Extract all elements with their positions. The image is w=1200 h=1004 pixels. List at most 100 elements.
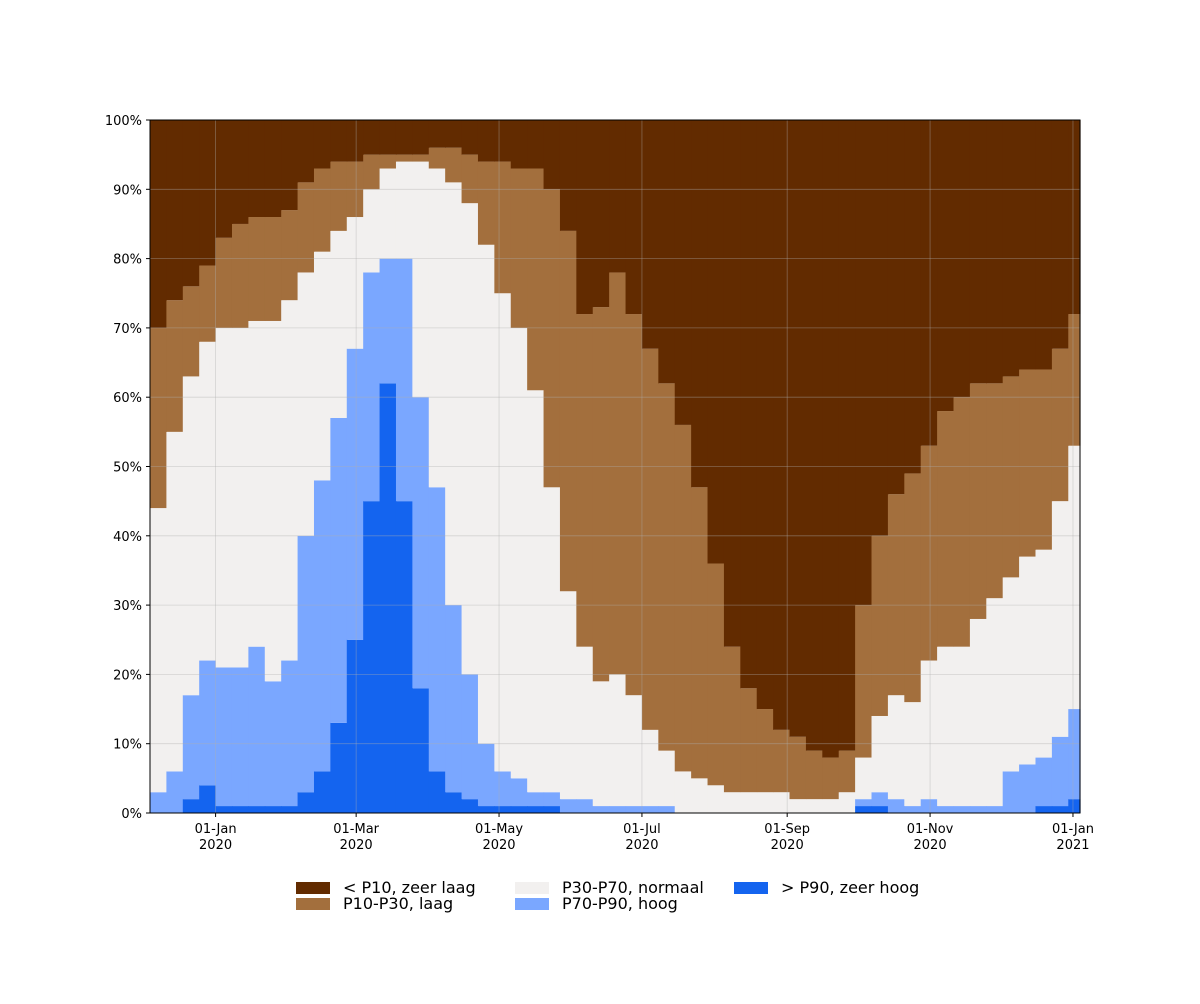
area-step [904,473,922,703]
area-step [330,230,348,418]
area-step [281,210,299,301]
area-step [379,168,397,259]
area-step [346,639,364,813]
area-step [215,120,233,238]
area-step [969,806,987,813]
y-tick-label: 100% [105,114,142,129]
area-step [986,120,1004,384]
area-step [330,417,348,723]
area-step [494,120,512,162]
area-step [904,120,922,474]
area-step [527,120,545,169]
area-step [789,799,807,813]
area-step [248,217,266,321]
area-step [527,168,545,391]
area-step [248,646,266,807]
area-step [281,660,299,807]
y-tick-label: 60% [113,391,142,406]
area-step [395,501,413,813]
y-tick-label: 90% [113,183,142,198]
area-step [346,120,364,162]
y-tick-label: 70% [113,322,142,337]
area-step [855,120,873,606]
area-step [1035,549,1053,758]
area-step [609,674,627,807]
area-step [855,605,873,758]
area-step [559,230,577,592]
x-tick-label: 01-Jul 2020 [623,822,661,853]
area-step [937,120,955,412]
area-step [166,300,184,432]
area-step [953,397,971,647]
area-step [199,120,217,266]
area-step [1051,806,1069,813]
x-tick-label: 01-Nov 2020 [907,822,954,853]
area-step [510,168,528,328]
area-step [822,757,840,800]
area-step [215,667,233,807]
area-step [1002,577,1020,772]
area-step [625,120,643,315]
area-step [477,120,495,162]
area-step [805,120,823,751]
area-step [363,272,381,502]
area-step [527,390,545,793]
area-step [723,120,741,647]
area-step [166,431,184,772]
area-step [691,487,709,779]
area-step [937,806,955,813]
area-step [477,743,495,807]
area-step [363,189,381,273]
area-step [461,120,479,155]
area-step [658,806,676,813]
area-step [707,120,725,564]
area-step [871,792,889,807]
area-step [855,806,873,813]
area-step [625,806,643,813]
area-step [231,806,249,813]
legend-swatch [296,882,330,894]
area-step [641,806,659,813]
area-step [248,320,266,647]
y-tick-label: 30% [113,599,142,614]
area-step [559,799,577,813]
area-step [150,120,167,328]
area-step [428,147,446,169]
area-step [1019,764,1037,813]
area-step [969,618,987,807]
area-step [363,501,381,813]
area-step [887,799,905,813]
area-step [428,487,446,772]
area-step [182,286,200,377]
area-step [576,314,594,647]
area-step [395,161,413,259]
area-step [182,120,200,287]
area-step [297,535,315,793]
x-tick-label: 01-Jan 2021 [1052,822,1094,853]
area-step [740,120,758,689]
plot-area [150,120,1081,813]
area-step [691,120,709,488]
area-step [231,223,249,328]
area-step [1068,445,1081,710]
area-step [773,792,791,813]
area-step [543,806,561,813]
area-step [445,147,463,183]
area-step [740,792,758,813]
y-tick-label: 0% [121,807,142,822]
area-step [543,120,561,190]
area-step [953,646,971,807]
area-step [150,508,167,793]
legend-swatch [515,882,549,894]
area-step [313,480,331,772]
area-step [871,806,889,813]
area-step [461,154,479,204]
area-step [969,120,987,384]
area-step [412,397,430,689]
area-step [904,702,922,807]
area-step [789,120,807,737]
area-step [199,265,217,342]
area-step [592,681,610,807]
area-step [428,120,446,148]
